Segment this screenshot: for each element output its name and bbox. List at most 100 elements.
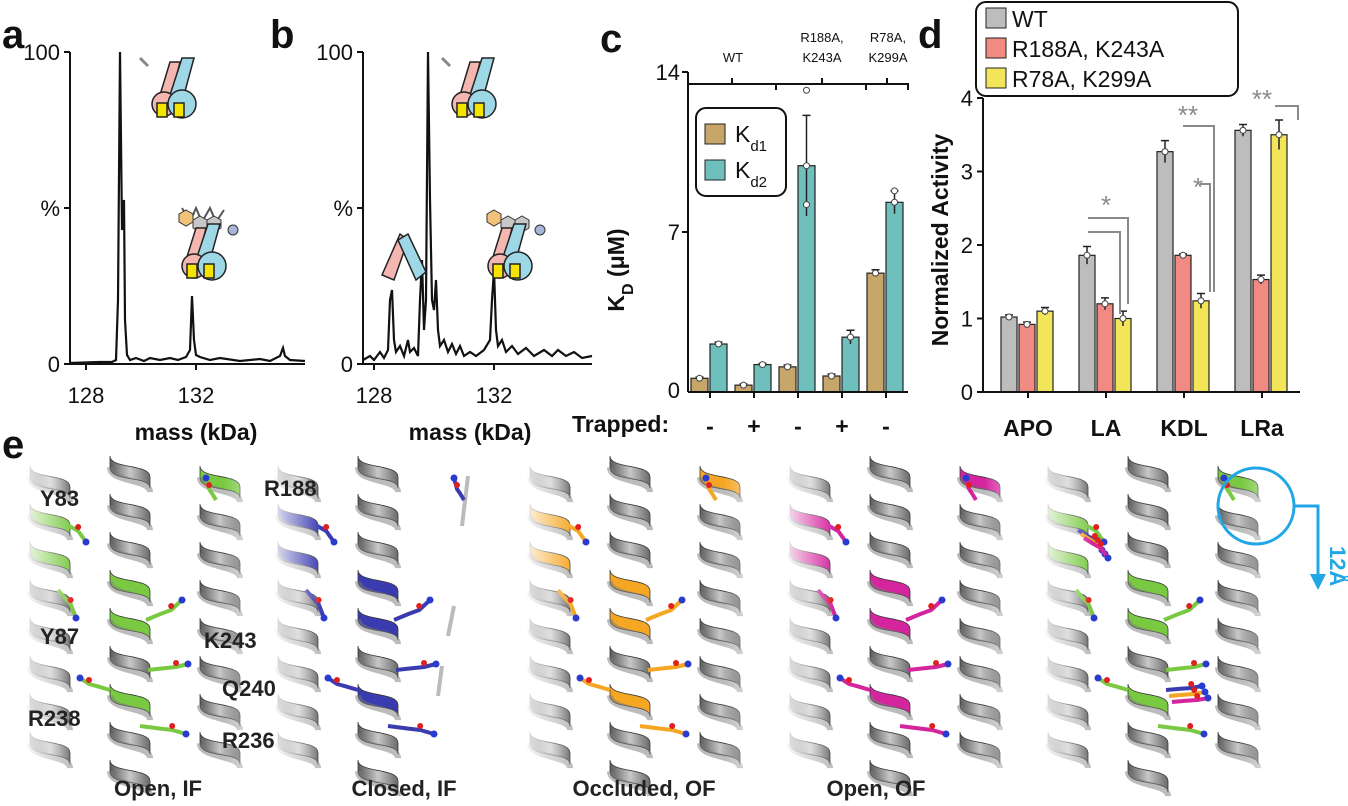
ms-spectrum-a: 100 % 0 128 132 mass (kDa): [23, 40, 306, 445]
kd1-legend-swatch: [704, 123, 726, 145]
kd-bar-Kd2-4: [885, 201, 904, 393]
group-bracket-r78a: [865, 78, 909, 90]
activity-category-kdl: KDL: [1160, 415, 1207, 441]
caption-closed-if: Closed, IF: [351, 776, 456, 801]
kd-point-Kd2-1: [759, 361, 766, 369]
panel-label-d: d: [918, 13, 942, 57]
frame-fade: [784, 456, 1034, 778]
activity-category-la: LA: [1091, 415, 1122, 441]
group-label-k299a: K299A: [868, 50, 907, 65]
r78a-legend-swatch: [985, 67, 1007, 89]
activity-bar-1-1: [1096, 303, 1114, 393]
residue-label-k243: K243: [204, 628, 257, 653]
trapped-mark-2: -: [794, 413, 802, 439]
activity-point-0-1: [1083, 251, 1091, 259]
y-tick-0: 0: [341, 352, 353, 377]
activity-point-0-0: [1005, 313, 1013, 321]
kd1-legend-letter: K: [735, 121, 751, 147]
significance-brackets: [1088, 105, 1299, 314]
activity-y-tick-0: 0: [961, 380, 973, 405]
x-axis-title: mass (kDa): [409, 419, 532, 445]
conformational-shift-arrow: 12Å: [1216, 466, 1348, 590]
kd-bar-Kd2-1: [753, 363, 772, 393]
x-tick-132: 132: [178, 383, 215, 408]
structure-panel: [24, 455, 1292, 798]
structure-frame-2: [524, 455, 774, 798]
activity-point-2-3: [1275, 131, 1283, 139]
residue-label-r238: R238: [28, 706, 81, 731]
y-tick-0: 0: [668, 378, 680, 403]
activity-bar-2-0: [1036, 310, 1054, 393]
activity-y-tick-1: 1: [961, 307, 973, 332]
activity-y-tick-2: 2: [961, 233, 973, 258]
kd-bar-Kd1-4: [866, 272, 885, 393]
kd-point-Kd2-3: [847, 333, 854, 341]
caption-open-if: Open, IF: [114, 776, 202, 801]
activity-bar-1-2: [1174, 254, 1192, 393]
frame-fade: [1042, 456, 1292, 778]
x-axis-title: mass (kDa): [135, 419, 258, 445]
activity-y-tick-3: 3: [961, 160, 973, 185]
activity-point-1-1: [1101, 300, 1109, 308]
kd-point-Kd1-2: [784, 363, 791, 371]
activity-bar-1-3: [1252, 278, 1270, 393]
kd-point-Kd1-0: [696, 374, 703, 382]
activity-point-2-2: [1197, 297, 1205, 305]
lipid-bound-dimer-cartoon-a: [178, 205, 239, 281]
structure-frame-0: [24, 455, 274, 798]
activity-point-2-0: [1041, 307, 1049, 315]
trapped-label: Trapped:: [572, 411, 669, 437]
y-tick-14: 14: [656, 60, 680, 85]
y-tick-percent: %: [40, 196, 60, 221]
trapped-mark-4: -: [882, 413, 890, 439]
group-bracket-r188a: [775, 78, 867, 90]
kd-bar-Kd2-0: [709, 343, 728, 393]
lipid-bound-dimer-cartoon-b: [486, 209, 546, 281]
frame-fade: [272, 456, 522, 778]
activity-bar-2-3: [1270, 134, 1288, 393]
residue-label-r236: R236: [222, 728, 275, 753]
y-tick-7: 7: [668, 220, 680, 245]
residue-label-r188: R188: [264, 476, 317, 501]
activity-point-2-1: [1119, 315, 1127, 322]
group-label-r78a: R78A,: [870, 30, 906, 45]
group-label-wt: WT: [723, 50, 743, 65]
frame-fade: [524, 456, 774, 778]
r78a-legend-label: R78A, K299A: [1012, 66, 1152, 92]
activity-bar-0-3: [1234, 129, 1252, 393]
kd-bar-Kd2-3: [841, 336, 860, 393]
kd2-legend-letter: K: [735, 157, 751, 183]
activity-legend-box: [975, 1, 1239, 97]
activity-bar-0-0: [1000, 316, 1018, 393]
kd-point-Kd2-2: [803, 162, 810, 170]
residue-label-q240: Q240: [222, 676, 276, 701]
activity-bar-0-1: [1078, 254, 1096, 393]
group-label-r188a: R188A,: [800, 30, 843, 45]
panel-label-c: c: [600, 17, 622, 61]
activity-point-0-2: [1161, 148, 1169, 156]
activity-bar-2-1: [1114, 317, 1132, 393]
y-tick-0: 0: [48, 352, 60, 377]
kd2-legend-swatch: [704, 159, 726, 181]
sig-star-kdl: **: [1178, 100, 1198, 130]
activity-axis-title: Normalized Activity: [927, 133, 953, 346]
kd-point-Kd2-4: [891, 198, 898, 206]
y-tick-100: 100: [23, 40, 60, 65]
kd-replicate-point: [891, 187, 898, 195]
trapped-mark-1: +: [747, 413, 760, 439]
y-tick-100: 100: [316, 40, 353, 65]
kd-replicate-point: [803, 201, 810, 209]
kd1-legend-subscript: d1: [750, 138, 767, 155]
kd-point-Kd2-0: [715, 340, 722, 348]
kd-point-Kd1-4: [872, 269, 879, 277]
wt-legend-swatch: [985, 7, 1007, 29]
x-tick-128: 128: [356, 383, 393, 408]
kd1-legend-label: Kd1: [735, 121, 767, 155]
activity-point-0-3: [1239, 126, 1247, 134]
r188a-legend-swatch: [985, 37, 1007, 59]
structure-frame-3: [784, 455, 1034, 798]
activity-bar-0-2: [1156, 151, 1174, 393]
frame-fade: [24, 456, 274, 778]
activity-bar-1-0: [1018, 323, 1036, 393]
sig-star-la: *: [1101, 190, 1111, 220]
